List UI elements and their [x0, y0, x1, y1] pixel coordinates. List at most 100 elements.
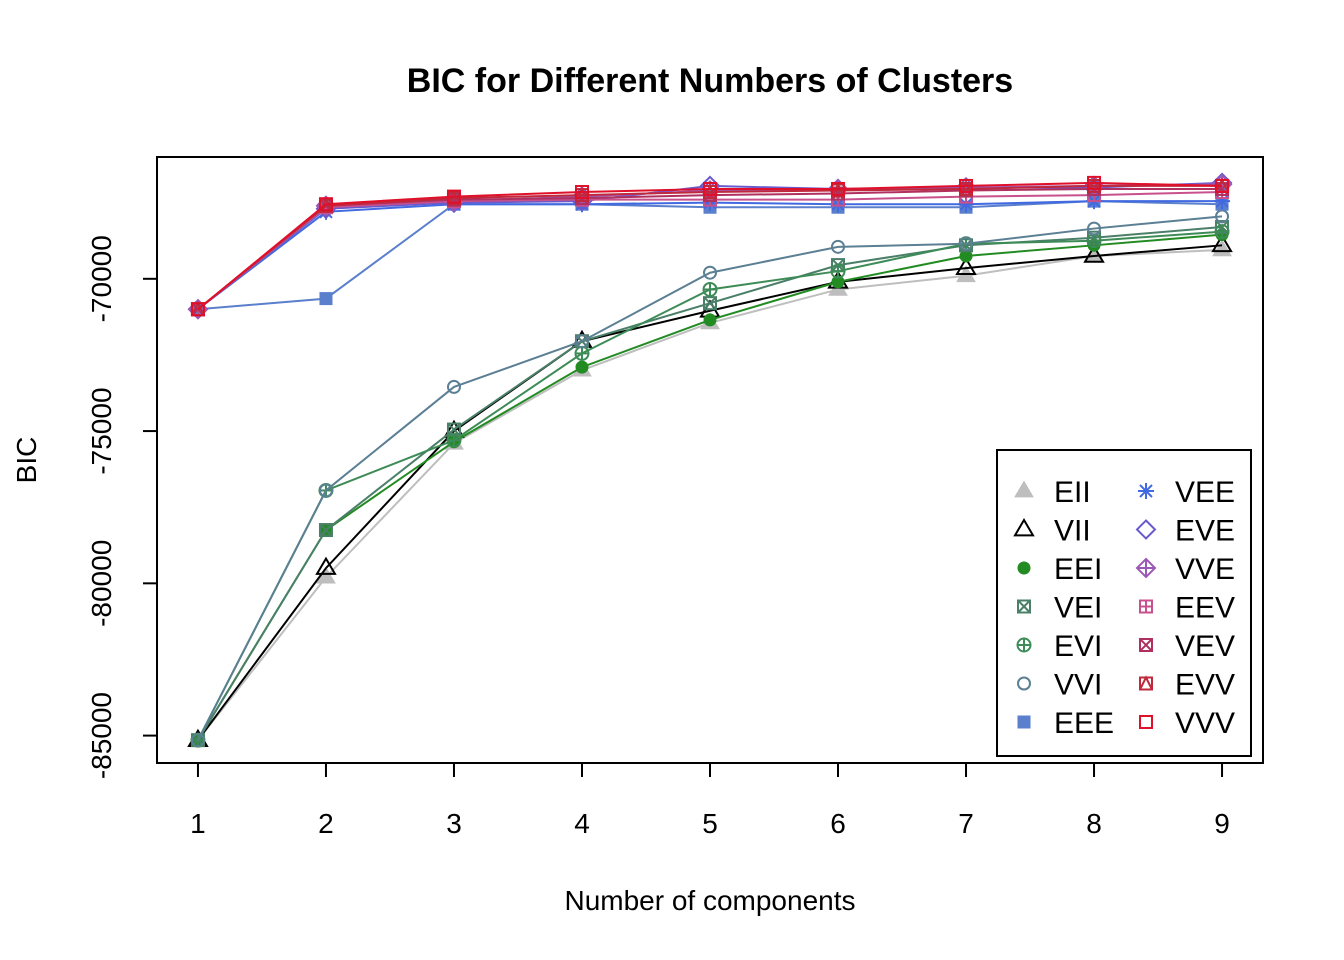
legend-symbol	[1017, 599, 1031, 614]
x-tick-label: 3	[446, 808, 462, 839]
legend-item: EVV	[1139, 669, 1235, 702]
series-line	[197, 184, 1223, 311]
legend-label: EVE	[1175, 515, 1235, 548]
legend-label: VEV	[1175, 630, 1235, 663]
legend-label: VII	[1054, 515, 1091, 548]
data-point	[703, 265, 717, 280]
legend-label: VVI	[1054, 669, 1102, 702]
chart-title: BIC for Different Numbers of Clusters	[407, 62, 1013, 100]
x-tick-label: 8	[1086, 808, 1102, 839]
data-point	[831, 181, 846, 196]
legend-item: VII	[1013, 515, 1091, 548]
legend-item: VVI	[1017, 669, 1102, 702]
legend-symbol	[1139, 715, 1153, 729]
data-point	[574, 345, 590, 361]
data-point	[959, 236, 974, 251]
legend-item: EEE	[1017, 707, 1114, 740]
legend-symbol	[1016, 637, 1032, 653]
legend-symbol	[1013, 518, 1035, 537]
series-line	[197, 215, 1223, 741]
legend: EII VII EEI VEI EVI VVI EEE VEE EVE VVE EEV VEV EVV V…	[996, 449, 1252, 757]
series-vvi	[190, 209, 1230, 748]
data-point	[1211, 233, 1233, 253]
series-layer	[187, 172, 1233, 748]
y-tick-label: -75000	[86, 387, 117, 474]
legend-item: VEI	[1017, 592, 1102, 625]
data-point	[958, 196, 975, 213]
legend-item: EEV	[1139, 592, 1235, 625]
data-point	[1086, 233, 1102, 249]
data-point	[1087, 221, 1102, 236]
data-point	[702, 281, 718, 297]
data-point	[703, 296, 717, 311]
legend-label: VEE	[1175, 476, 1235, 509]
legend-symbol	[1135, 519, 1157, 540]
legend-symbol	[1017, 561, 1031, 575]
y-axis: -85000 -80000 -75000 -70000	[86, 235, 157, 779]
data-point	[574, 334, 589, 349]
legend-symbol	[1139, 638, 1153, 652]
data-point	[959, 178, 974, 193]
data-point	[190, 302, 205, 317]
legend-label: EVI	[1054, 630, 1102, 663]
series-line	[197, 181, 1223, 311]
legend-symbol	[1135, 557, 1157, 579]
legend-label: VVV	[1175, 707, 1235, 740]
data-point	[446, 422, 461, 437]
data-point	[1087, 175, 1102, 190]
data-point	[446, 432, 462, 448]
legend-label: EEI	[1054, 553, 1102, 586]
data-point	[830, 263, 846, 279]
data-point	[446, 189, 461, 204]
x-axis-label: Number of components	[564, 885, 855, 916]
legend-item: VEE	[1138, 476, 1235, 509]
data-point	[1083, 244, 1105, 263]
legend-item: VVV	[1139, 707, 1235, 740]
data-point	[1214, 224, 1230, 240]
legend-item: EII	[1014, 476, 1091, 509]
legend-item: EEI	[1017, 553, 1102, 586]
x-tick-label: 9	[1214, 808, 1230, 839]
x-tick-label: 6	[830, 808, 846, 839]
data-point	[315, 556, 337, 575]
x-tick-label: 4	[574, 808, 590, 839]
x-axis: 1 2 3 4 5 6 7 8 9	[190, 763, 1230, 839]
legend-symbol	[1014, 480, 1034, 498]
legend-symbol	[1017, 715, 1031, 729]
data-point	[319, 292, 333, 306]
legend-item: EVE	[1135, 515, 1235, 548]
data-point	[318, 523, 333, 538]
legend-symbol	[1017, 676, 1031, 691]
legend-label: EII	[1054, 476, 1091, 509]
data-point	[318, 483, 333, 498]
data-point	[831, 239, 846, 254]
x-tick-label: 7	[958, 808, 974, 839]
data-point	[190, 733, 205, 748]
legend-label: EVV	[1175, 669, 1235, 702]
data-point	[574, 185, 589, 200]
x-tick-label: 2	[318, 808, 334, 839]
x-tick-label: 1	[190, 808, 206, 839]
series-vvv	[190, 175, 1230, 317]
legend-box	[996, 449, 1252, 757]
legend-item: VEV	[1139, 630, 1235, 663]
series-line	[197, 244, 1223, 741]
data-point	[703, 313, 717, 327]
legend-label: VVE	[1175, 553, 1235, 586]
legend-item: VVE	[1135, 553, 1235, 586]
data-point	[955, 256, 977, 275]
legend-label: VEI	[1054, 592, 1102, 625]
data-point	[318, 197, 333, 212]
data-point	[703, 181, 717, 196]
y-tick-label: -85000	[86, 692, 117, 779]
y-tick-label: -80000	[86, 540, 117, 627]
legend-symbol	[1139, 599, 1153, 614]
legend-item: EVI	[1016, 630, 1102, 663]
y-axis-label: BIC	[11, 437, 42, 484]
data-point	[575, 360, 589, 374]
data-point	[446, 379, 461, 394]
x-tick-label: 5	[702, 808, 718, 839]
legend-label: EEV	[1175, 592, 1235, 625]
y-tick-label: -70000	[86, 235, 117, 322]
